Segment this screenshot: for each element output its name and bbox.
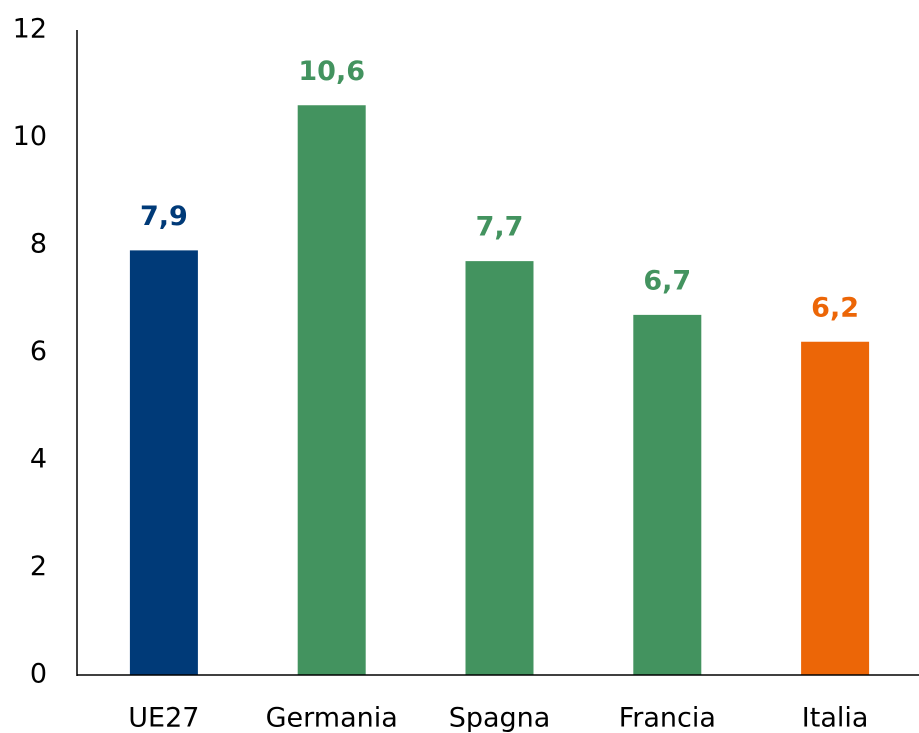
y-tick-label: 12 xyxy=(13,14,47,45)
y-tick-label: 0 xyxy=(30,659,47,690)
x-tick-label: Spagna xyxy=(449,703,551,733)
bar xyxy=(129,250,198,675)
y-tick-label: 8 xyxy=(30,229,47,260)
x-tick-label: Francia xyxy=(619,703,716,733)
value-label: 6,7 xyxy=(643,265,691,296)
value-label: 10,6 xyxy=(298,56,365,87)
value-label: 6,2 xyxy=(811,292,859,323)
bar xyxy=(633,314,702,675)
x-tick-label: UE27 xyxy=(128,703,199,733)
x-tick-label: Italia xyxy=(802,703,869,733)
y-tick-label: 10 xyxy=(13,121,47,152)
y-tick-label: 2 xyxy=(30,551,47,582)
bar xyxy=(801,341,870,675)
y-tick-label: 4 xyxy=(30,444,47,475)
bar xyxy=(297,105,366,675)
value-label: 7,7 xyxy=(476,212,524,243)
x-tick-label: Germania xyxy=(266,703,398,733)
value-label: 7,9 xyxy=(140,201,188,232)
bar xyxy=(465,261,534,675)
y-tick-label: 6 xyxy=(30,336,47,367)
